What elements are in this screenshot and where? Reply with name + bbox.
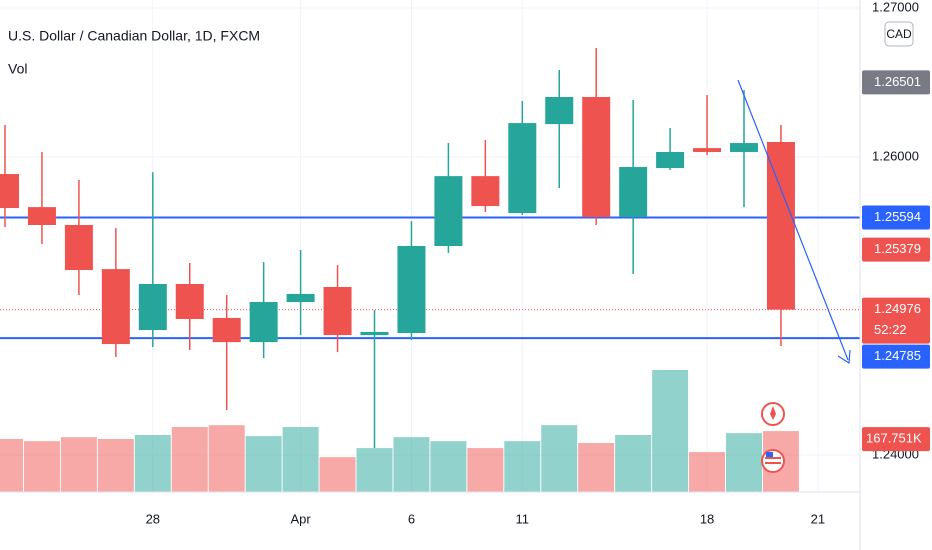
lines-layer [0,216,860,340]
volume-bar [726,433,762,492]
x-tick-label: 28 [146,511,160,526]
price-label: 1.26501 [874,74,921,89]
y-tick-label: 1.26000 [872,148,919,163]
trend-arrow [737,79,849,361]
volume-bar [171,427,208,492]
volume-bar [60,437,97,492]
candle-body [0,174,19,209]
price-label: 1.25594 [874,209,921,224]
price-label-box [862,344,930,369]
y-tick-label: 1.27000 [872,0,919,14]
us-flag-stripe [765,462,781,464]
candle-body [766,141,795,310]
volume-bar [356,448,393,492]
volume-bar [689,452,726,492]
volume-bar [208,425,245,492]
volume-bar [430,441,467,492]
price-label-box [862,237,930,262]
candle-body [27,207,56,225]
volume-legend: Vol [8,61,27,77]
volume-bar [393,437,430,492]
volume-bar [467,448,504,492]
volume-label: 167.751K [866,431,922,446]
price-scale: 1.240001.260001.270001.265011.255941.253… [862,0,930,461]
price-label: 1.24785 [874,348,921,363]
candle-body [471,176,500,207]
candle-body [101,269,130,345]
arrow-head [837,349,851,365]
price-label-box [862,70,930,95]
x-tick-label: Apr [290,511,311,526]
candle-body [545,96,574,125]
volume-bar [504,441,541,492]
price-label: 1.24976 [874,301,921,316]
currency-label[interactable]: CAD [886,27,912,41]
volume-label-box [862,427,930,452]
candle-body [138,283,167,331]
volume-bar [541,425,578,492]
volume-bar [23,441,60,492]
candle-body [249,302,278,343]
candle-body [693,148,722,152]
ca-flag-leaf [770,406,776,420]
candle-body [212,317,241,343]
candle-body [656,151,685,169]
symbol-title: U.S. Dollar / Canadian Dollar, 1D, FXCM [8,28,260,44]
price-label: 1.25379 [874,241,921,256]
candles-layer [0,47,795,449]
x-tick-label: 11 [516,511,530,526]
volume-bar [319,457,356,492]
volume-bar [615,434,652,492]
currency-button[interactable] [884,21,914,47]
price-label-box [862,297,930,344]
candle-body [397,246,426,334]
candle-body [175,283,204,320]
volume-bar [578,442,615,492]
volume-layer [0,370,799,492]
volume-bar [245,436,282,492]
volume-bar [0,438,23,492]
volume-bar [97,438,134,492]
volume-bar [652,370,689,492]
us-flag-canton [766,452,773,457]
candle-body [619,167,648,218]
candle-body [323,286,352,336]
candle-body [64,224,93,270]
candle-body [582,96,611,218]
volume-bar [282,427,319,492]
price-label-box [862,205,930,230]
x-tick-label: 6 [408,511,415,526]
x-tick-label: 18 [700,511,714,526]
candle-body [730,143,758,152]
candle-body [360,331,389,336]
x-tick-label: 21 [811,511,825,526]
candle-body [286,293,315,303]
us-flag-stripe [765,457,781,459]
volume-bar [134,434,171,492]
candle-body [434,176,463,246]
countdown-label: 52:22 [874,322,907,337]
candle-body [508,123,537,214]
